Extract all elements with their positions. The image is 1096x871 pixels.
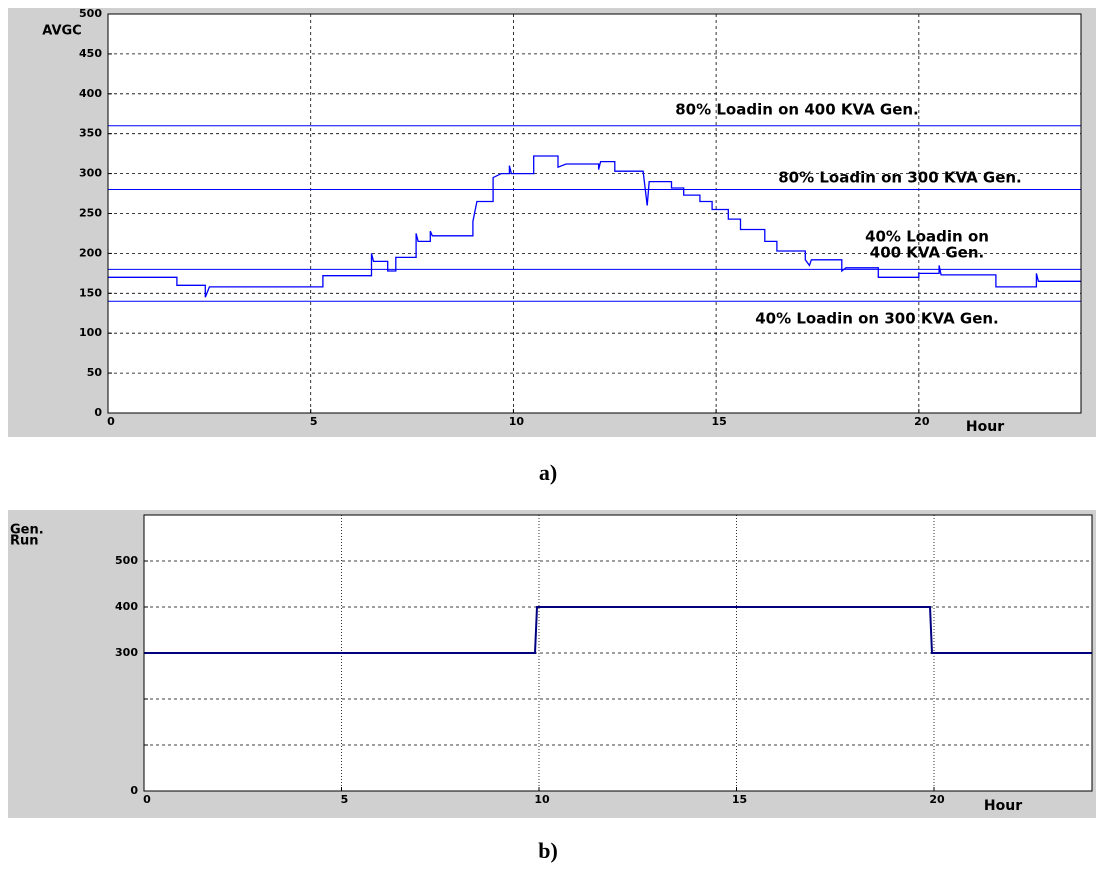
x-tick-label: 20 [929,793,945,806]
annotation: 400 KVA Gen. [870,244,984,262]
x-tick-label: 15 [732,793,747,806]
y-axis-label: Gen. [10,523,44,538]
y-tick-label: 450 [79,47,102,60]
y-tick-label: 500 [115,554,138,567]
x-axis-label: Hour [984,798,1022,814]
annotation: 40% Loadin on 300 KVA Gen. [755,310,999,328]
y-tick-label: 350 [79,127,102,140]
y-tick-label: 300 [79,167,102,180]
caption: b) [538,838,558,863]
x-tick-label: 5 [310,415,318,428]
plot-frame [107,13,1082,414]
y-tick-label: 400 [79,87,102,100]
y-axis-label: Run [10,534,39,549]
plot-frame [143,514,1093,792]
x-tick-label: 5 [341,793,349,806]
data-line [144,606,1092,654]
caption: a) [539,460,557,485]
y-tick-label: 500 [79,7,102,20]
y-tick-label: 50 [87,366,103,379]
x-tick-label: 10 [534,793,550,806]
y-tick-label: 150 [79,286,102,299]
y-tick-label: 200 [79,246,102,259]
annotation: 40% Loadin on [865,228,989,246]
y-tick-label: 0 [130,784,138,797]
x-tick-label: 20 [914,415,930,428]
annotation: 80% Loadin on 300 KVA Gen. [778,169,1022,187]
x-tick-label: 10 [509,415,525,428]
y-tick-label: 300 [115,646,138,659]
y-axis-label: AVGC [42,24,81,39]
x-tick-label: 0 [107,415,115,428]
data-line [108,155,1081,298]
y-tick-label: 100 [79,326,102,339]
y-tick-label: 400 [115,600,138,613]
x-tick-label: 0 [143,793,151,806]
annotation: 80% Loadin on 400 KVA Gen. [675,101,919,119]
x-tick-label: 15 [711,415,726,428]
y-tick-label: 250 [79,207,102,220]
y-tick-label: 0 [94,406,102,419]
x-axis-label: Hour [966,419,1004,435]
